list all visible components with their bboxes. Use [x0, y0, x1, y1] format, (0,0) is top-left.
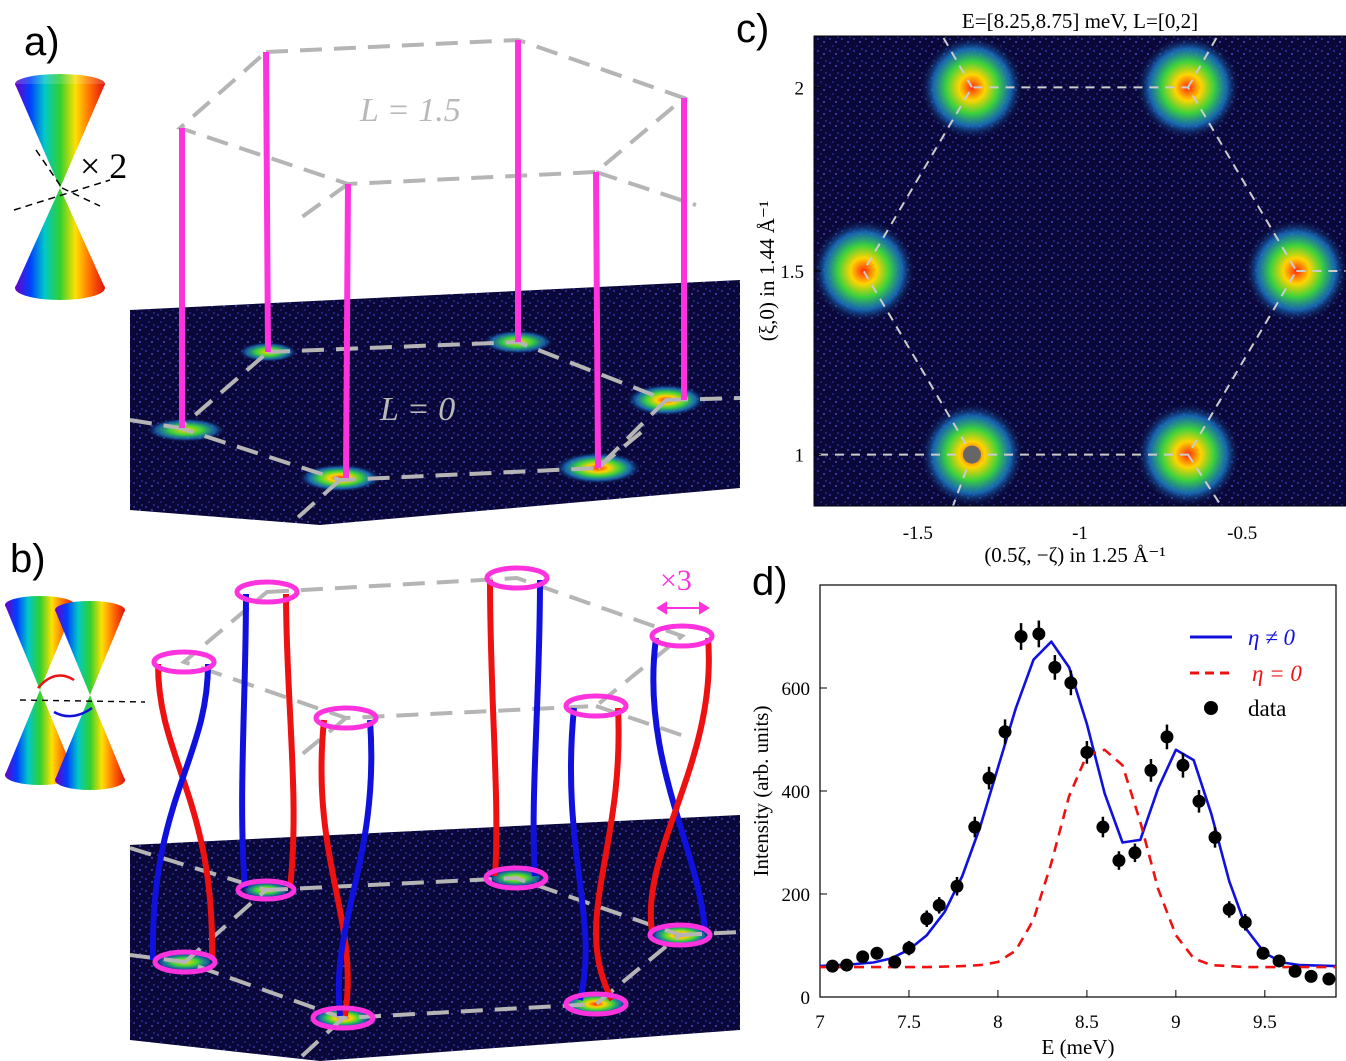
panel-d: d) 7 7.5 8 8.5 9 9.5 0 200 400 600 E (meV) Intens… — [749, 560, 1337, 1059]
legend-label-eta-zero: η = 0 — [1252, 661, 1302, 686]
plot-y-tick-label: 0 — [801, 988, 811, 1009]
data-point — [1014, 630, 1028, 643]
panel-a-label: a) — [24, 20, 60, 64]
plot-x-tick-label: 9.5 — [1253, 1012, 1277, 1033]
data-point — [1192, 794, 1206, 808]
data-point — [1176, 758, 1190, 772]
dirac-cone-icon — [13, 74, 111, 300]
panel-c-label: c) — [736, 7, 769, 51]
twisted-dirac-cones-icon — [5, 596, 146, 790]
data-point — [1144, 763, 1158, 777]
plot-y-tick-label: 200 — [782, 885, 811, 906]
data-point — [870, 946, 884, 960]
data-point — [982, 771, 996, 785]
ring-multiplier-label: ×3 — [660, 564, 692, 597]
heatmap-marker — [962, 445, 981, 464]
plane-bottom-label: L = 0 — [379, 391, 455, 428]
heatmap-extra-line-4 — [941, 36, 973, 88]
plot-x-label: E (meV) — [1042, 1035, 1115, 1059]
data-point — [825, 959, 839, 973]
heatmap-x-label: (0.5ζ, −ζ) in 1.25 Å⁻¹ — [984, 543, 1165, 567]
heatmap-y-ticks: 11.52 — [780, 78, 821, 467]
legend-swatch-data — [1204, 701, 1218, 715]
data-point — [1064, 676, 1078, 690]
heatmap-y-label: (ξ,0) in 1.44 Å⁻¹ — [755, 201, 779, 341]
heatmap-spot-2 — [1244, 219, 1346, 323]
heatmap-x-tick-label: -1.5 — [903, 523, 933, 544]
plot-series — [819, 620, 1337, 986]
data-point — [950, 879, 964, 893]
panel-c: c) E=[8.25,8.75] meV, L=[0,2] -1.5 -1 -0.5… — [736, 7, 1346, 567]
plot-y-label: Intensity (arb. units) — [749, 706, 773, 877]
data-point — [1080, 745, 1094, 759]
data-point — [1128, 846, 1142, 860]
plot-y-tick-label: 600 — [782, 679, 811, 700]
data-point — [1112, 854, 1126, 868]
data-point — [1222, 902, 1236, 916]
data-point — [932, 898, 946, 912]
heatmap-extra-line-1 — [1187, 454, 1223, 506]
rings-b — [151, 565, 715, 1031]
heatmap-x-ticks: -1.5 -1 -0.5 — [903, 499, 1257, 544]
plot-y-tick-label: 400 — [782, 782, 811, 803]
data-point — [1208, 830, 1222, 844]
legend: η ≠ 0 η = 0 data — [1190, 625, 1302, 721]
data-point — [888, 955, 902, 969]
data-point — [1322, 972, 1336, 986]
legend-label-eta-nonzero: η ≠ 0 — [1248, 625, 1296, 650]
plot-ticks: 7 7.5 8 8.5 9 9.5 0 200 400 600 — [782, 679, 1277, 1033]
heatmap-spot-4 — [919, 36, 1024, 140]
heatmap-spot-5 — [814, 219, 916, 323]
heatmap-x-tick-label: -0.5 — [1227, 523, 1257, 544]
plot-x-tick-label: 7 — [815, 1012, 825, 1033]
data-point — [856, 950, 870, 964]
cone-multiplier-label: × 2 — [80, 146, 127, 186]
panel-b: b) — [5, 537, 741, 1061]
data-point — [1048, 660, 1062, 674]
panel-d-label: d) — [752, 560, 788, 604]
plot-x-tick-label: 7.5 — [897, 1012, 921, 1033]
data-point — [968, 820, 982, 834]
data-point — [920, 912, 934, 926]
data-point — [1096, 820, 1110, 834]
data-point — [1238, 915, 1252, 929]
data-point — [902, 941, 916, 955]
heatmap-x-tick-label: -1 — [1072, 523, 1088, 544]
double-arrow-icon — [656, 601, 710, 615]
plot-x-tick-label: 8 — [993, 1012, 1003, 1033]
plot-frame — [819, 584, 1337, 998]
data-point — [998, 725, 1012, 739]
heatmap-extra-line-5 — [1187, 36, 1219, 88]
panel-a: a) × 2 — [13, 20, 741, 525]
heatmap-title: E=[8.25,8.75] meV, L=[0,2] — [962, 9, 1198, 33]
data-point — [840, 958, 854, 972]
twisted-lines-b — [149, 579, 712, 1017]
heatmap-y-tick-label: 1.5 — [780, 262, 804, 283]
data-point — [1288, 964, 1302, 978]
data-point — [1160, 730, 1174, 744]
plane-top-label: L = 1.5 — [359, 92, 461, 129]
heatmap-y-tick-label: 1 — [795, 446, 805, 467]
plot-x-tick-label: 8.5 — [1075, 1012, 1099, 1033]
dirac-lines-a — [179, 40, 687, 479]
legend-label-data: data — [1248, 696, 1286, 721]
hexagon-top-a — [176, 37, 697, 224]
panel-b-label: b) — [10, 537, 46, 581]
data-point — [1272, 954, 1286, 968]
heatmap-extra-line-2 — [951, 454, 973, 506]
data-point — [1304, 969, 1318, 983]
heatmap-y-tick-label: 2 — [795, 78, 805, 99]
hexagon-top-b — [180, 575, 691, 758]
plot-x-tick-label: 9 — [1171, 1012, 1181, 1033]
data-point — [1256, 946, 1270, 960]
data-point — [1032, 627, 1046, 641]
heatmap-extra-lines — [814, 36, 1346, 506]
